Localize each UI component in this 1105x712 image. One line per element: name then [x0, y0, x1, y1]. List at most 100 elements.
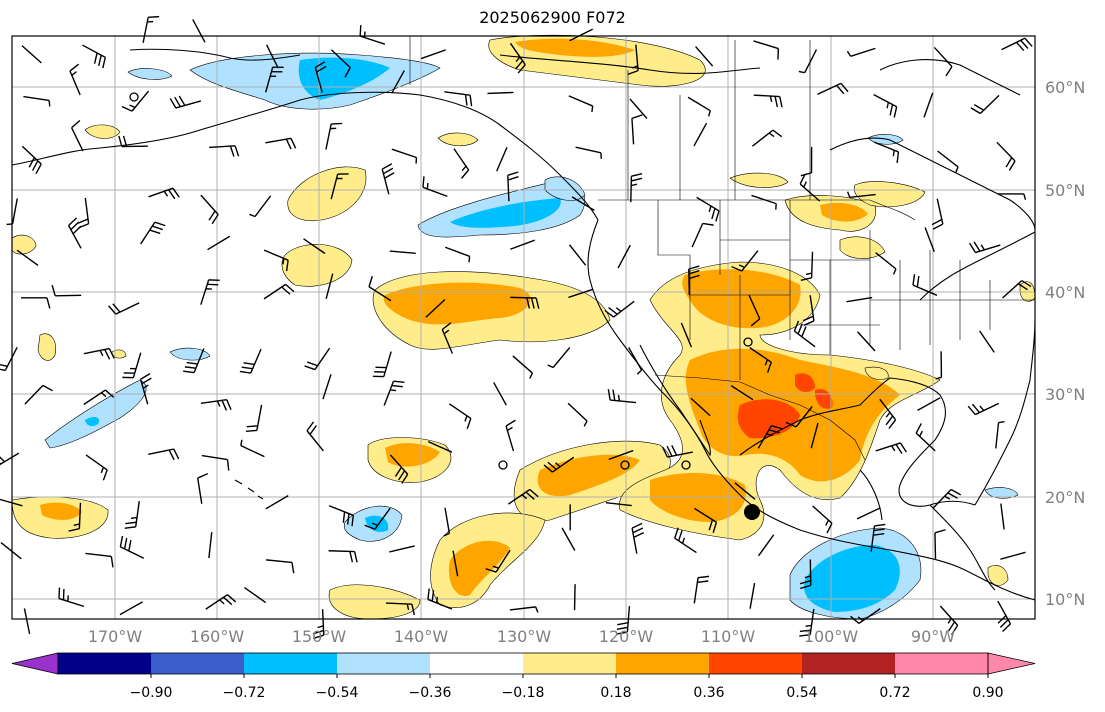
wind-barb — [197, 472, 209, 504]
wind-barb — [693, 575, 710, 604]
colorbar-extend-high — [987, 652, 1036, 675]
wind-barb — [846, 47, 876, 57]
wind-barb — [604, 300, 635, 318]
colorbar-tick-label: −0.36 — [409, 685, 452, 701]
wind-barb — [924, 227, 935, 253]
wind-barb — [496, 146, 508, 172]
wind-barb — [124, 501, 140, 529]
wind-barb — [1000, 503, 1005, 530]
coastlines — [11, 48, 1036, 601]
wind-barb — [510, 296, 540, 309]
wind-barb — [543, 456, 575, 473]
latitude-tick-label: 50°N — [1045, 181, 1085, 200]
wind-barb — [800, 146, 813, 177]
longitude-tick-label: 170°W — [88, 627, 143, 646]
wind-barb — [509, 42, 526, 74]
wind-barb — [118, 135, 148, 148]
longitude-tick-label: 90°W — [911, 627, 955, 646]
wind-barb — [753, 40, 780, 60]
wind-barb — [265, 44, 279, 69]
map-frame — [11, 35, 1036, 620]
wind-barb — [917, 397, 941, 411]
wind-barb — [799, 173, 821, 202]
wind-barb — [875, 442, 908, 454]
wind-barb — [969, 241, 1001, 254]
wind-barb — [934, 529, 946, 559]
wind-barb — [631, 114, 643, 145]
wind-barbs — [0, 15, 1033, 640]
wind-barb — [817, 82, 849, 96]
wind-barb — [20, 297, 51, 309]
wind-barb — [108, 302, 140, 315]
wind-barb — [799, 608, 815, 637]
wind-barb — [793, 320, 816, 348]
station-markers — [129, 92, 760, 520]
latitude-tick-label: 30°N — [1045, 385, 1085, 404]
wind-barb — [266, 559, 295, 574]
colorbar-tick-label: 0.36 — [693, 685, 724, 701]
wind-barb — [83, 389, 115, 406]
wind-barb — [239, 348, 262, 374]
political-borders — [409, 36, 1035, 461]
wind-barb — [931, 198, 944, 230]
wind-barb — [263, 249, 289, 272]
wind-barb — [995, 420, 1005, 449]
longitude-tick-label: 150°W — [292, 627, 347, 646]
wind-barb — [24, 384, 53, 405]
wind-barb — [304, 347, 331, 371]
wind-barb — [314, 61, 327, 93]
wind-barb — [245, 404, 263, 432]
wind-barb — [629, 98, 648, 120]
longitude-tick-label: 110°W — [701, 627, 756, 646]
wind-barb — [568, 288, 594, 299]
latitude-tick-label: 60°N — [1045, 78, 1085, 97]
wind-barb — [328, 505, 354, 527]
wind-barb — [427, 588, 453, 610]
latitude-tick-label: 40°N — [1045, 283, 1085, 302]
wind-barb — [364, 507, 391, 530]
wind-barb — [751, 194, 777, 210]
wind-barb — [979, 330, 995, 353]
wind-barb — [328, 550, 358, 563]
map-title: 2025062900 F072 — [479, 8, 626, 27]
wind-barb — [325, 122, 343, 150]
wind-barb — [630, 172, 643, 203]
wind-barb — [753, 94, 783, 108]
wind-barb — [997, 600, 1012, 632]
wind-barb — [688, 265, 700, 296]
wind-barb — [0, 346, 18, 372]
wind-barb — [935, 351, 943, 380]
colorbar-segment — [895, 653, 988, 674]
wind-barb — [799, 559, 812, 590]
wind-barb — [23, 608, 31, 635]
wind-barb — [800, 251, 814, 281]
wind-barb — [857, 331, 876, 352]
wind-barb — [617, 244, 631, 269]
wind-barb — [389, 545, 415, 553]
wind-barb — [785, 406, 813, 428]
latitude-tick-label: 20°N — [1045, 488, 1085, 507]
wind-barb — [731, 250, 759, 272]
wind-barb — [192, 19, 206, 43]
wind-barb — [425, 298, 446, 318]
wind-barb — [512, 355, 534, 379]
negative-anomaly-fields — [44, 52, 1019, 620]
wind-barb — [505, 419, 516, 452]
station-marker — [681, 460, 691, 470]
wind-barb — [306, 421, 324, 452]
wind-barb — [200, 279, 220, 305]
wind-barb — [856, 507, 881, 520]
wind-barb — [915, 423, 936, 452]
wind-barb — [122, 352, 142, 379]
wind-barb — [140, 221, 166, 245]
wind-barb — [82, 44, 107, 69]
wind-barb — [628, 347, 643, 375]
wind-barb — [1000, 551, 1026, 560]
wind-barb — [846, 191, 876, 199]
wind-barb — [265, 495, 289, 510]
wind-barb — [627, 44, 639, 76]
wind-barb — [691, 222, 714, 248]
wind-barb — [21, 45, 42, 64]
wind-barb — [372, 351, 392, 378]
